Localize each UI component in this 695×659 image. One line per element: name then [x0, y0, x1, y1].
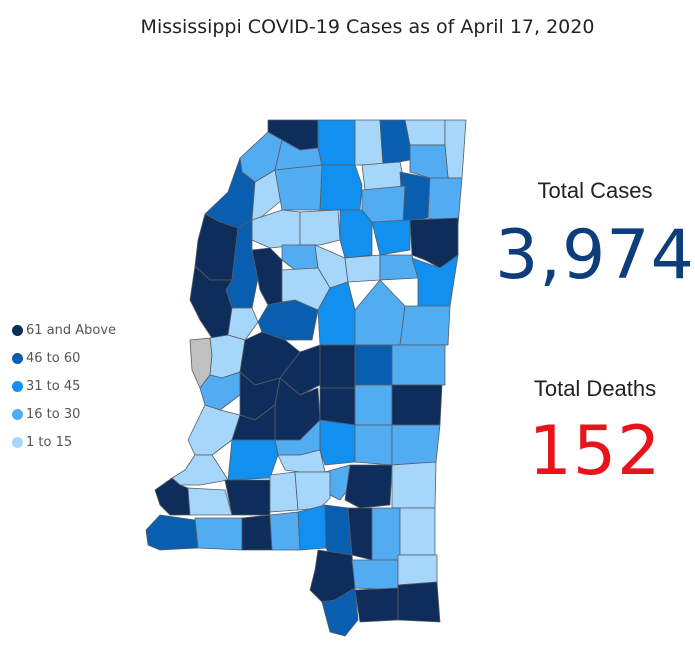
- legend-label: 31 to 45: [26, 378, 81, 394]
- county: [361, 185, 406, 223]
- legend-item: 16 to 30: [12, 400, 116, 428]
- legend-label: 16 to 30: [26, 406, 81, 422]
- county: [319, 387, 356, 426]
- county: [354, 279, 406, 346]
- county: [399, 305, 451, 346]
- legend-item: 46 to 60: [12, 344, 116, 372]
- legend-swatch: [12, 436, 23, 448]
- county: [361, 161, 406, 191]
- county: [339, 209, 373, 259]
- legend-swatch: [12, 352, 23, 364]
- legend-swatch: [12, 380, 23, 392]
- county: [391, 461, 437, 509]
- legend-label: 61 and Above: [26, 322, 117, 338]
- legend-item: 1 to 15: [12, 428, 116, 456]
- county: [354, 384, 393, 426]
- county: [354, 424, 393, 466]
- county: [371, 507, 401, 561]
- county: [351, 559, 399, 591]
- county: [279, 344, 321, 396]
- total-cases-label: Total Cases: [537, 178, 653, 203]
- county: [344, 464, 393, 509]
- county: [274, 164, 323, 211]
- county: [321, 587, 359, 637]
- county: [319, 419, 356, 466]
- total-deaths-value: 152: [528, 412, 662, 491]
- county: [299, 209, 341, 246]
- page-title: Mississippi COVID-19 Cases as of April 1…: [140, 16, 595, 38]
- county: [294, 471, 331, 511]
- legend-swatch: [12, 408, 23, 420]
- legend-item: 61 and Above: [12, 316, 116, 344]
- county: [391, 344, 446, 386]
- county: [409, 144, 449, 179]
- county: [317, 119, 356, 166]
- county: [354, 587, 399, 623]
- county: [354, 119, 384, 166]
- county: [145, 514, 199, 551]
- county: [379, 119, 411, 166]
- county: [391, 424, 441, 466]
- county: [399, 507, 436, 556]
- county: [297, 504, 327, 551]
- county: [354, 344, 393, 386]
- county: [281, 244, 319, 271]
- county: [347, 507, 373, 561]
- county: [194, 517, 243, 551]
- legend-label: 46 to 60: [26, 350, 81, 366]
- legend-swatch: [12, 324, 23, 336]
- total-deaths-label: Total Deaths: [533, 376, 657, 401]
- legend: 61 and Above 46 to 60 31 to 45 16 to 30 …: [12, 316, 116, 456]
- county: [391, 384, 443, 426]
- county: [397, 554, 438, 586]
- county: [251, 169, 283, 221]
- county: [371, 219, 411, 256]
- county: [227, 307, 259, 341]
- county: [404, 119, 446, 146]
- county: [397, 581, 441, 623]
- county: [319, 164, 363, 211]
- county: [224, 479, 271, 516]
- county: [241, 514, 273, 551]
- county: [344, 254, 381, 283]
- county: [269, 511, 301, 551]
- county: [171, 454, 229, 486]
- county: [319, 344, 356, 389]
- legend-item: 31 to 45: [12, 372, 116, 400]
- county: [324, 504, 353, 556]
- county: [444, 119, 467, 179]
- total-cases-value: 3,974: [495, 216, 695, 295]
- county: [187, 487, 233, 516]
- county: [269, 471, 299, 513]
- legend-label: 1 to 15: [26, 434, 73, 450]
- county: [227, 439, 279, 481]
